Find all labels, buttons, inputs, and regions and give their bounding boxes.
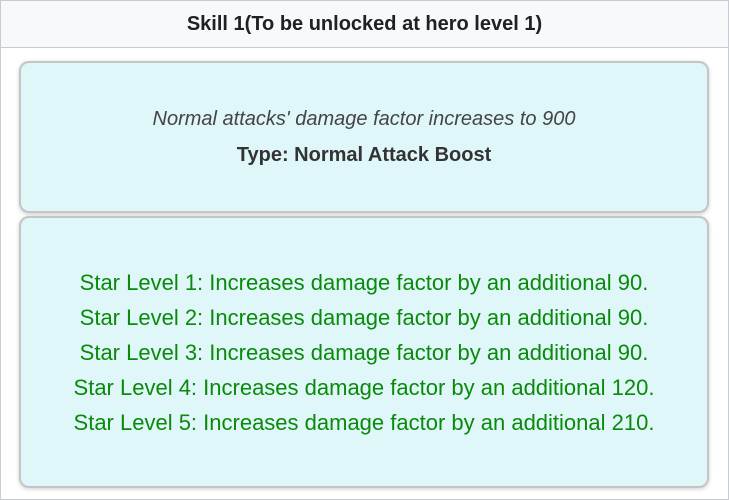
star-levels-card: Star Level 1: Increases damage factor by… [19,216,709,488]
skill-title: Skill 1(To be unlocked at hero level 1) [1,1,728,48]
star-level-5: Star Level 5: Increases damage factor by… [73,409,655,435]
star-level-4: Star Level 4: Increases damage factor by… [73,374,655,400]
skill-description: Normal attacks' damage factor increases … [152,107,576,130]
star-level-1: Star Level 1: Increases damage factor by… [79,269,649,295]
skill-type: Type: Normal Attack Boost [236,143,492,166]
star-level-3: Star Level 3: Increases damage factor by… [79,339,649,365]
star-level-2: Star Level 2: Increases damage factor by… [79,304,649,330]
skill-summary-card: Normal attacks' damage factor increases … [19,61,709,213]
